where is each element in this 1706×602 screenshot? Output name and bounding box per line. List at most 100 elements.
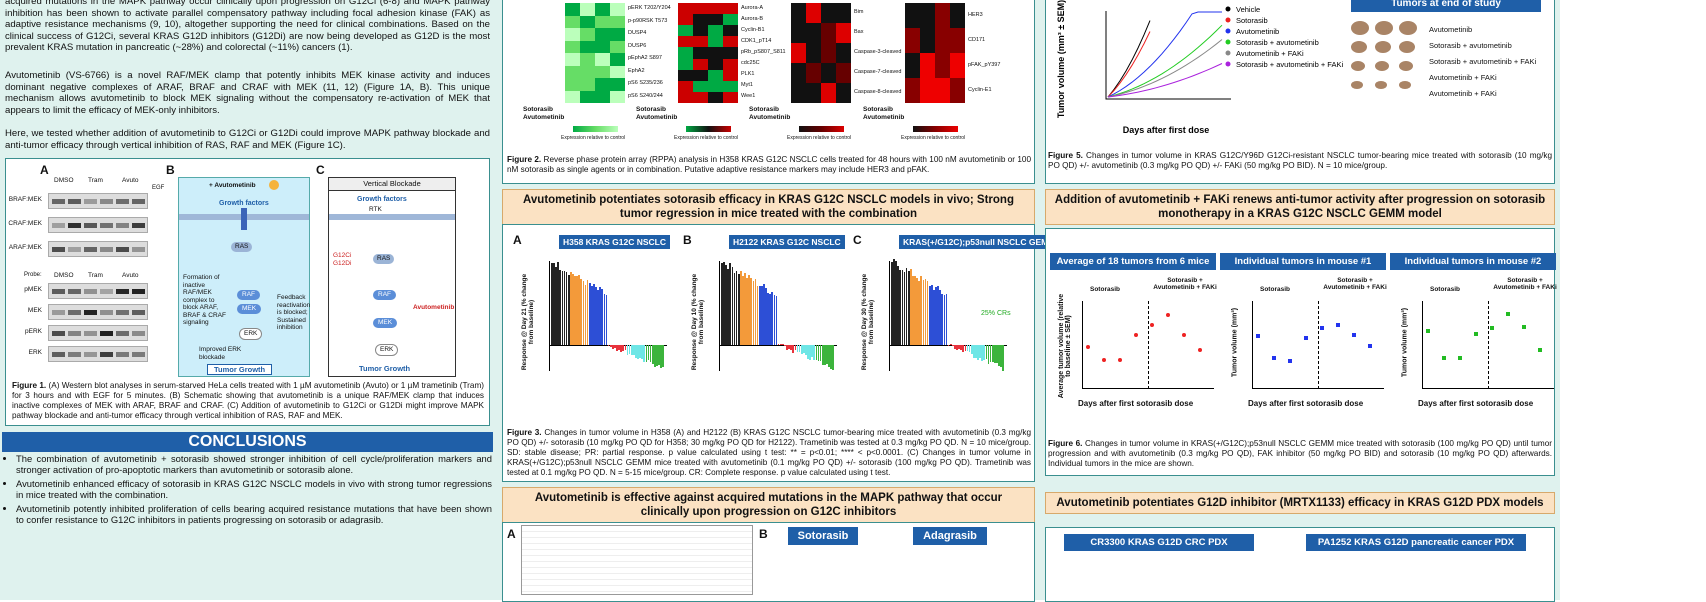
axis (889, 261, 890, 371)
band (52, 352, 65, 357)
decor-bar (569, 271, 572, 345)
decor-point (1426, 329, 1430, 333)
panel-label: C (316, 163, 325, 177)
axis-label: Sotorasib (523, 106, 553, 113)
heat-cell (836, 83, 851, 103)
decor-point (1086, 345, 1090, 350)
text: Feedback reactivation is blocked; Sustai… (277, 294, 311, 331)
heat-cell (678, 14, 693, 26)
decor-bar (630, 345, 633, 356)
drug-icon (269, 180, 279, 190)
heat-cell (565, 78, 580, 91)
decor-bar (947, 345, 950, 346)
decor-bar (897, 265, 900, 345)
legend-label: Avutometinib (1236, 27, 1279, 36)
legend-swatch (1225, 28, 1231, 34)
text: Improved ERK blockade (199, 346, 242, 361)
row-label: Caspase-7-cleaved (854, 69, 902, 75)
panel-label: A (513, 233, 522, 247)
y-axis-label: Response @ Day 21 (% change from baselin… (521, 273, 535, 371)
heat-cell (678, 91, 693, 103)
decor-curve (1107, 63, 1223, 98)
row-label: EphA2 (628, 67, 645, 74)
row-label: Caspase-8-cleaved (854, 89, 902, 95)
decor-point (1458, 356, 1462, 361)
decor-bar (819, 345, 822, 362)
decor-bar (964, 345, 967, 352)
intro-p2: Avutometinib (VS-6766) is a novel RAF/ME… (5, 70, 490, 116)
blot-group: DMSO (54, 177, 74, 184)
decor-bar (559, 269, 562, 345)
row-label: cdc25C (741, 60, 760, 67)
blot-row-label: pERK (25, 328, 42, 335)
panel-label: C (853, 233, 862, 247)
decor-bar (788, 345, 790, 350)
blot-strip (48, 325, 148, 341)
heat-cell (595, 28, 610, 41)
band (132, 310, 145, 315)
decor-bar (653, 345, 656, 368)
intro-p3: Here, we tested whether addition of avut… (5, 128, 490, 151)
decor-bar (593, 283, 595, 345)
node: ERK (375, 344, 399, 356)
color-legend (686, 126, 731, 132)
decor-bar (590, 285, 593, 345)
decor-point (1118, 357, 1122, 362)
decor-bar (607, 345, 610, 346)
heat-cell (836, 3, 851, 23)
legend-swatch (1225, 50, 1231, 56)
legend-swatch (1225, 61, 1231, 67)
band (100, 310, 113, 315)
decor-bar (813, 345, 816, 361)
decor-bar (914, 276, 916, 345)
band (68, 310, 81, 315)
band (52, 199, 65, 204)
decor-bar (891, 261, 893, 345)
band (84, 310, 97, 315)
heat-cell (723, 58, 738, 70)
decor-bar (922, 279, 925, 345)
decor-bar (756, 285, 759, 345)
section-header: Addition of avutometinib + FAKi renews a… (1045, 189, 1555, 225)
decor-bar (639, 345, 641, 359)
decor-bar (565, 271, 568, 345)
caption-label: Figure 2. (507, 155, 542, 164)
conclusion-bullet: Avutometinib enhanced efficacy of sotora… (16, 478, 492, 500)
caption: Figure 5. Changes in tumor volume in KRA… (1048, 151, 1552, 171)
decor-point (1506, 311, 1510, 316)
node: MEK (373, 318, 398, 328)
decor-bar (775, 295, 778, 345)
heat-cell (595, 3, 610, 16)
blot-row-label: CRAF:MEK (8, 220, 42, 227)
heat-cell (950, 78, 965, 103)
caption-text: Changes in tumor volume in KRAS(+/G12C);… (1048, 439, 1552, 468)
decor-bar (632, 345, 635, 356)
heat-cell (580, 3, 595, 16)
y-axis-label: Tumor volume (mm³) (1231, 307, 1239, 378)
heat-cell (708, 58, 723, 70)
band (52, 331, 65, 336)
decor-bar (918, 280, 921, 345)
conclusion-bullet: Avutometinib potently inhibited prolifer… (16, 503, 492, 525)
heat-cell (610, 3, 625, 16)
tumor-photo (1375, 41, 1391, 53)
decor-bar (781, 344, 784, 345)
band (100, 223, 113, 228)
decor-bar (893, 258, 895, 345)
decor-point (1368, 344, 1372, 348)
band (132, 352, 145, 357)
legend-label: Sotorasib (1236, 16, 1268, 25)
decor-bar (660, 345, 662, 369)
heat-cell (565, 15, 580, 28)
decor-bar (920, 275, 923, 345)
tumor-photo (1351, 81, 1363, 89)
decor-bar (750, 278, 753, 345)
heat-cell (806, 63, 821, 83)
heat-cell (693, 47, 708, 59)
band (52, 310, 65, 315)
heat-cell (678, 47, 693, 59)
decor-bar (970, 345, 973, 355)
decor-bar (916, 278, 918, 345)
axis (549, 261, 550, 371)
growth-curves: Tumor volume (mm³ ± SEM) Days after first… (1056, 0, 1343, 135)
